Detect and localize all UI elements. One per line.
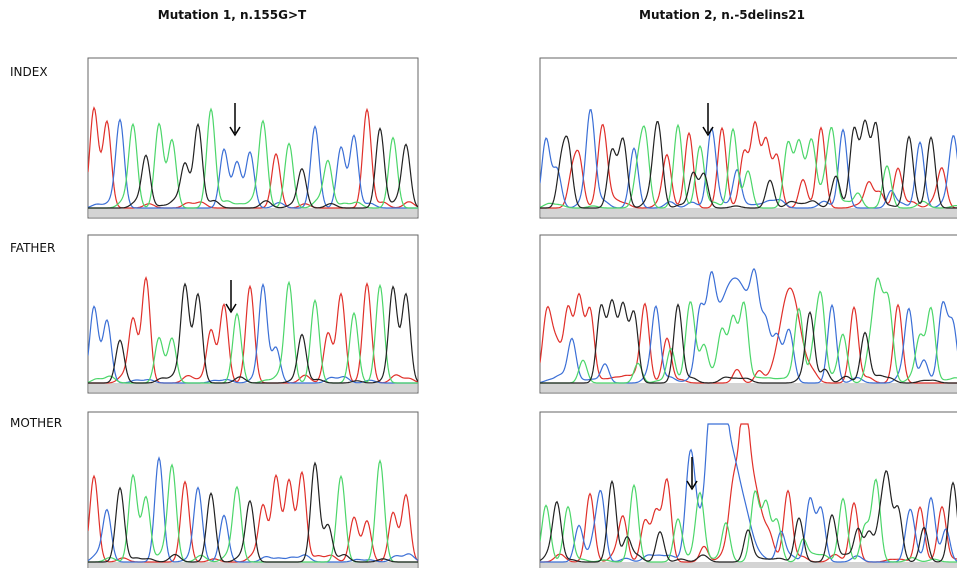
panel bbox=[539, 234, 957, 394]
trace bbox=[540, 298, 957, 384]
baseline-bar bbox=[541, 383, 957, 392]
trace bbox=[540, 277, 957, 384]
trace bbox=[540, 287, 957, 384]
column-title: Mutation 2, n.-5delins21 bbox=[639, 8, 805, 22]
row-label: MOTHER bbox=[10, 416, 62, 430]
trace bbox=[88, 122, 418, 209]
arrow-head bbox=[225, 303, 237, 314]
column-title: Mutation 1, n.155G>T bbox=[158, 8, 307, 22]
trace bbox=[540, 470, 957, 563]
panel bbox=[87, 411, 419, 568]
trace bbox=[540, 120, 957, 209]
arrow-head bbox=[686, 480, 698, 491]
trace bbox=[540, 108, 957, 209]
row-label: INDEX bbox=[10, 65, 48, 79]
arrow-head bbox=[229, 126, 241, 137]
panel bbox=[539, 57, 957, 219]
trace bbox=[540, 119, 957, 209]
arrow-head bbox=[702, 126, 714, 137]
trace bbox=[540, 123, 957, 209]
baseline-bar bbox=[541, 208, 957, 217]
baseline-bar bbox=[89, 208, 417, 217]
chromatograms bbox=[87, 57, 957, 568]
trace bbox=[88, 107, 418, 209]
trace bbox=[88, 275, 418, 384]
baseline-bar bbox=[541, 562, 957, 568]
baseline-bar bbox=[89, 383, 417, 392]
row-label: FATHER bbox=[10, 241, 55, 255]
trace bbox=[88, 282, 418, 384]
trace bbox=[88, 118, 418, 209]
trace bbox=[88, 461, 418, 563]
trace bbox=[540, 478, 957, 563]
baseline-bar bbox=[89, 562, 417, 568]
trace bbox=[540, 267, 957, 384]
